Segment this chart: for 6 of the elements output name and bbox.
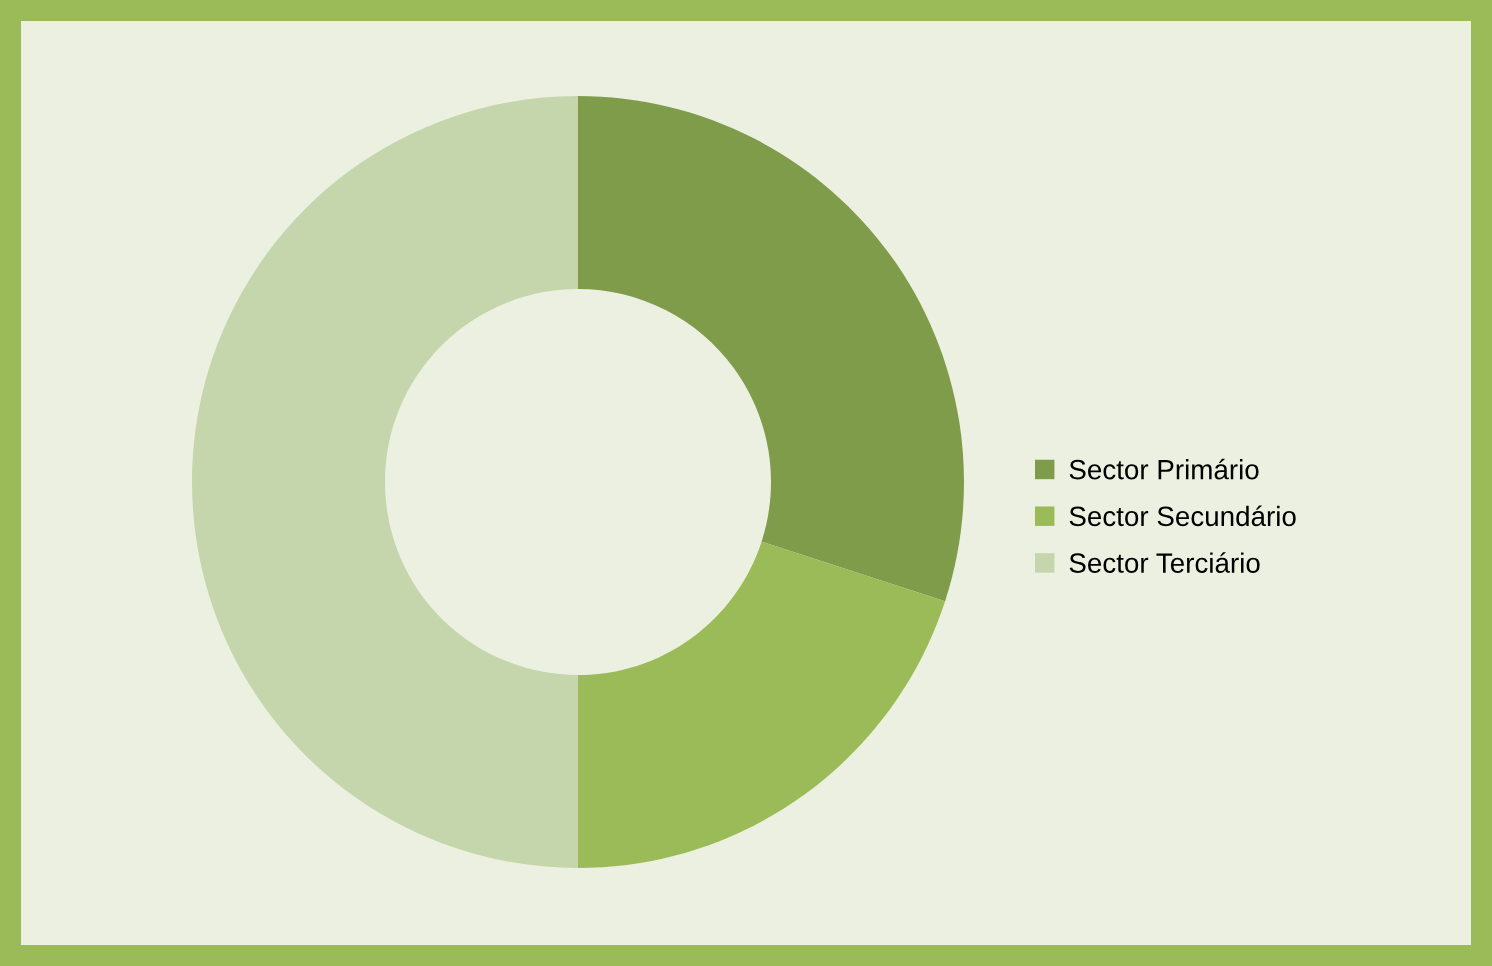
donut-slice <box>192 96 578 868</box>
donut-slice <box>578 541 946 868</box>
legend-label: Sector Secundário <box>1069 505 1296 527</box>
legend-label: Sector Terciário <box>1069 552 1260 573</box>
legend-label: Sector Primário <box>1069 458 1259 480</box>
donut-slice <box>578 96 964 602</box>
